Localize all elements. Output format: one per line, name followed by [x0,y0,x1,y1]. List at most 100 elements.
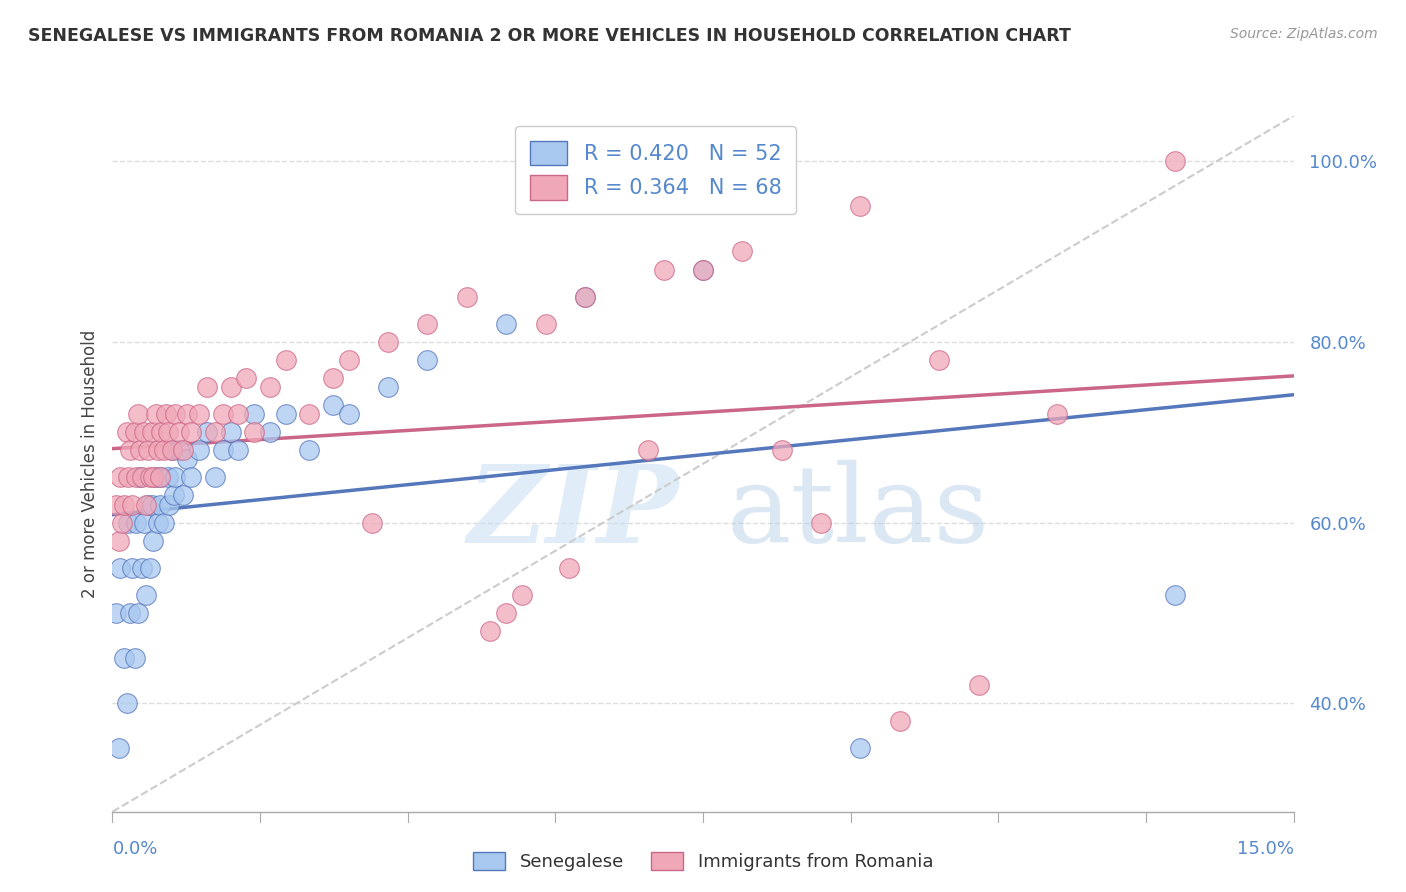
Point [235,371,257,385]
Point [160,443,183,458]
Point [112,498,135,512]
Point [416,353,439,368]
Point [132,425,155,440]
Point [127,407,149,421]
Point [107,741,129,756]
Point [219,380,242,394]
Text: 0.0%: 0.0% [112,839,157,857]
Point [172,443,194,458]
Point [150,470,173,484]
Point [149,470,172,484]
Point [849,199,872,213]
Point [125,516,148,530]
Point [145,407,167,421]
Point [967,678,990,692]
Point [228,443,250,458]
Point [155,407,177,421]
Text: SENEGALESE VS IMMIGRANTS FROM ROMANIA 2 OR MORE VEHICLES IN HOUSEHOLD CORRELATIO: SENEGALESE VS IMMIGRANTS FROM ROMANIA 2 … [28,27,1071,45]
Point [377,380,399,394]
Point [337,353,360,368]
Point [558,560,581,574]
Point [180,425,202,440]
Point [110,470,132,484]
Text: ZIP: ZIP [468,459,679,566]
Point [118,443,141,458]
Point [111,516,134,530]
Text: 15.0%: 15.0% [1236,839,1294,857]
Point [1164,588,1187,602]
Point [121,498,143,512]
Point [195,380,218,394]
Point [180,470,202,484]
Point [169,443,191,458]
Point [131,560,153,574]
Point [165,470,187,484]
Point [456,290,478,304]
Point [810,516,832,530]
Point [105,498,128,512]
Point [124,425,146,440]
Point [139,470,162,484]
Point [510,588,533,602]
Point [165,407,187,421]
Point [1164,154,1187,169]
Point [849,741,872,756]
Point [112,651,135,665]
Point [136,498,159,512]
Point [204,425,226,440]
Point [928,353,950,368]
Point [274,407,297,421]
Point [129,443,152,458]
Point [142,533,165,548]
Point [107,533,129,548]
Point [574,290,596,304]
Point [129,470,152,484]
Point [692,262,714,277]
Point [110,560,132,574]
Point [259,380,281,394]
Point [127,606,149,620]
Point [479,624,502,638]
Legend: Senegalese, Immigrants from Romania: Senegalese, Immigrants from Romania [465,845,941,879]
Point [188,407,211,421]
Text: Source: ZipAtlas.com: Source: ZipAtlas.com [1230,27,1378,41]
Text: atlas: atlas [727,460,990,566]
Point [150,425,173,440]
Point [160,443,183,458]
Point [156,425,179,440]
Point [495,317,517,331]
Point [243,407,266,421]
Point [274,353,297,368]
Point [219,425,242,440]
Point [163,488,186,502]
Point [298,407,321,421]
Point [204,470,226,484]
Point [124,651,146,665]
Point [637,443,659,458]
Point [211,407,233,421]
Point [156,470,179,484]
Point [692,262,714,277]
Point [495,606,517,620]
Point [172,488,194,502]
Point [188,443,211,458]
Point [131,470,153,484]
Y-axis label: 2 or more Vehicles in Household: 2 or more Vehicles in Household [80,330,98,598]
Point [169,425,191,440]
Point [121,560,143,574]
Point [176,452,198,467]
Point [132,516,155,530]
Point [574,290,596,304]
Point [139,560,162,574]
Point [298,443,321,458]
Point [136,443,159,458]
Point [731,244,754,259]
Point [416,317,439,331]
Point [141,425,163,440]
Point [322,371,344,385]
Point [152,516,174,530]
Point [117,516,139,530]
Point [118,606,141,620]
Point [142,470,165,484]
Point [534,317,557,331]
